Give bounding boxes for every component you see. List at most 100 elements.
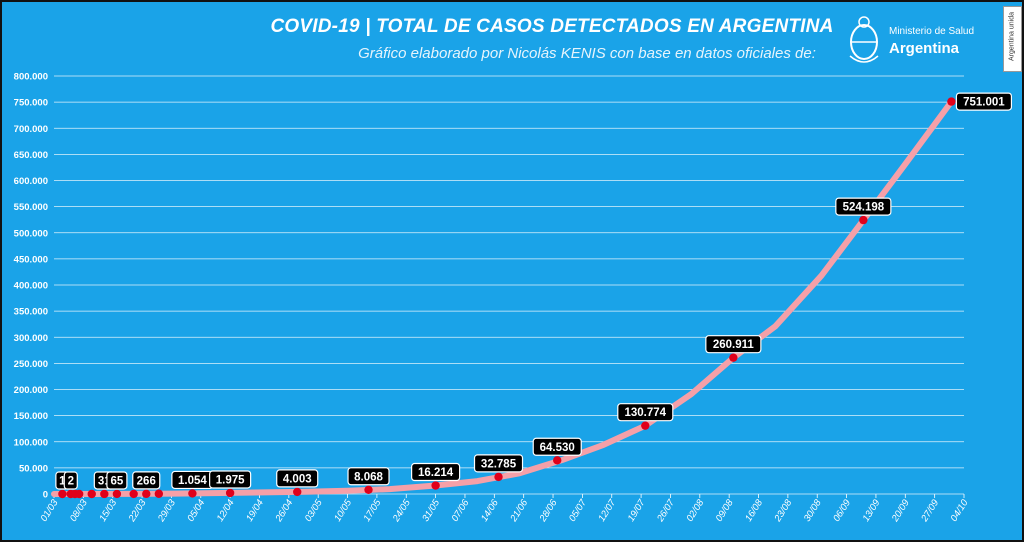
y-axis-ticks: 0 50.000 100.000 150.000 200.000 250.000 300.0…	[14, 72, 48, 501]
x-tick-label: 02/08	[684, 497, 706, 524]
data-label: 2	[68, 475, 74, 487]
x-tick-label: 31/05	[420, 497, 442, 524]
x-tick-label: 12/04	[215, 498, 237, 524]
data-point	[87, 489, 96, 499]
x-tick-label: 14/06	[479, 497, 501, 524]
data-point	[431, 481, 440, 490]
data-point	[58, 489, 67, 499]
data-label: 65	[111, 475, 124, 487]
logo-ministry-text: Ministerio de Salud	[889, 26, 975, 37]
y-tick-label: 350.000	[14, 307, 48, 318]
data-markers	[58, 97, 956, 499]
x-tick-label: 29/03	[156, 497, 179, 524]
data-point	[859, 215, 868, 225]
data-label-box	[209, 470, 252, 489]
x-tick-label: 07/06	[450, 497, 472, 524]
x-tick-label: 27/09	[919, 497, 942, 524]
y-tick-label: 50.000	[19, 463, 48, 474]
y-tick-label: 150.000	[14, 411, 48, 422]
chart-title: COVID-19 | TOTAL DE CASOS DETECTADOS EN …	[270, 16, 834, 37]
grid-lines	[54, 75, 964, 495]
data-point	[188, 489, 197, 498]
data-label-box	[835, 197, 892, 216]
x-tick-label: 26/04	[273, 498, 295, 525]
data-point	[553, 456, 562, 465]
x-tick-label: 12/07	[596, 497, 618, 524]
data-point	[641, 421, 650, 430]
y-tick-label: 700.000	[14, 124, 48, 135]
data-label-box	[276, 469, 319, 488]
data-point	[364, 485, 373, 494]
data-point	[154, 489, 164, 498]
data-point	[142, 489, 151, 499]
y-tick-label: 300.000	[14, 333, 48, 344]
y-tick-label: 600.000	[14, 176, 48, 187]
x-tick-label: 16/08	[743, 497, 765, 524]
x-tick-label: 23/08	[772, 497, 795, 524]
x-tick-label: 05/04	[185, 498, 207, 524]
x-tick-label: 05/07	[567, 497, 589, 524]
x-tick-label: 26/07	[655, 497, 678, 524]
x-tick-label: 13/09	[861, 497, 883, 524]
data-labels: 1 2 31 65 266 1.054 1.975 4.003 8.068 16.21432.78…	[55, 92, 1013, 490]
data-point	[494, 472, 503, 482]
x-tick-label: 01/03	[39, 497, 61, 524]
data-label: 260.911	[713, 339, 755, 351]
logo-country-text: Argentina	[889, 40, 960, 57]
data-point	[129, 489, 138, 499]
argentina-unida-badge: Argentina unida	[1003, 6, 1022, 72]
x-tick-label: 10/05	[332, 497, 354, 524]
chart-subtitle: Gráfico elaborado por Nicolás KENIS con …	[358, 45, 816, 62]
data-label-box	[705, 335, 762, 354]
cases-line	[51, 98, 955, 497]
data-label: 266	[137, 475, 156, 487]
data-label: 8.068	[354, 471, 383, 483]
data-point	[947, 97, 956, 106]
data-label: 16.214	[418, 467, 454, 479]
data-label-box	[63, 471, 78, 490]
y-tick-label: 800.000	[14, 72, 48, 83]
data-label-box	[617, 403, 674, 422]
series-line	[51, 98, 955, 497]
y-tick-label: 100.000	[14, 437, 48, 448]
data-point	[225, 488, 235, 498]
y-tick-label: 0	[43, 490, 48, 501]
data-label-box	[532, 437, 582, 456]
data-label: 524.198	[843, 202, 885, 214]
data-label: 32.785	[481, 458, 517, 470]
y-tick-label: 450.000	[14, 254, 48, 265]
x-tick-label: 28/06	[537, 497, 560, 524]
y-tick-label: 200.000	[14, 385, 48, 396]
data-label: 130.774	[625, 407, 667, 419]
y-tick-label: 250.000	[14, 359, 48, 370]
x-tick-label: 20/09	[889, 497, 912, 524]
coat-of-arms-icon	[849, 16, 879, 63]
x-tick-label: 21/06	[508, 497, 531, 524]
x-tick-label: 19/04	[244, 498, 266, 524]
x-tick-label: 04/10	[949, 497, 971, 524]
x-tick-label: 19/07	[626, 497, 648, 524]
data-point	[729, 353, 738, 362]
x-tick-label: 24/05	[390, 497, 413, 524]
data-label-box	[347, 467, 390, 486]
x-tick-label: 09/08	[714, 497, 736, 524]
data-label-box	[411, 462, 461, 482]
x-axis-ticks: 01/03 08/03 15/03 22/03 29/03 05/04 12/04 19/04…	[39, 494, 971, 525]
data-point	[112, 489, 122, 499]
x-tick-label: 08/03	[68, 497, 90, 524]
x-tick-label: 30/08	[802, 497, 824, 524]
y-tick-label: 750.000	[14, 98, 48, 109]
data-label: 4.003	[283, 473, 312, 485]
y-tick-label: 650.000	[14, 150, 48, 161]
x-tick-label: 22/03	[126, 497, 149, 524]
x-tick-label: 17/05	[362, 497, 384, 524]
data-label-box	[132, 471, 161, 490]
y-tick-label: 500.000	[14, 228, 48, 239]
y-tick-label: 550.000	[14, 202, 48, 213]
data-label-box	[106, 471, 128, 490]
data-point	[293, 487, 302, 497]
x-tick-label: 15/03	[97, 497, 119, 524]
x-tick-label: 06/09	[831, 497, 853, 524]
x-tick-label: 03/05	[303, 497, 325, 524]
